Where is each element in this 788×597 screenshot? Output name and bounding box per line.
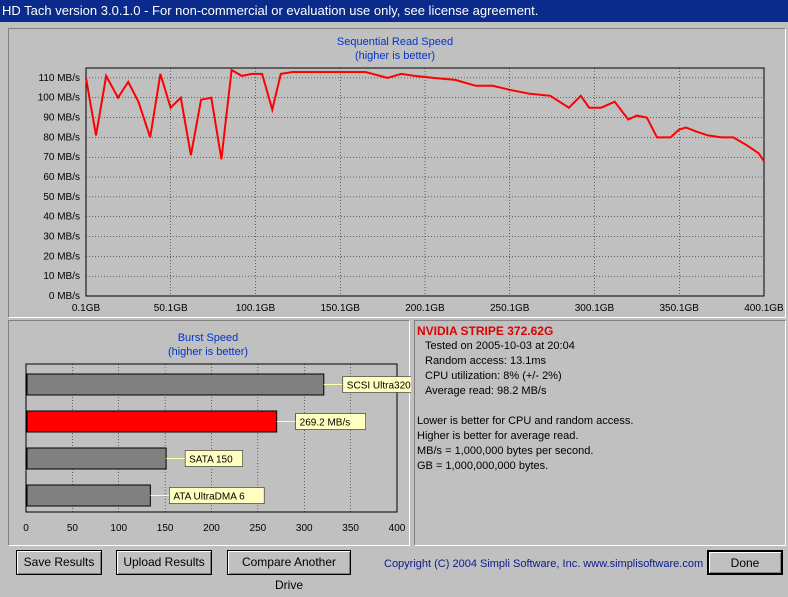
burst-label-box (295, 413, 366, 430)
note-lower-better: Lower is better for CPU and random acces… (417, 415, 634, 427)
x-tick-label: 100.1GB (236, 303, 276, 314)
x-tick-label: 250.1GB (490, 303, 530, 314)
random-access: Random access: 13.1ms (425, 355, 547, 367)
burst-x-tick-label: 200 (203, 523, 220, 534)
y-tick-label: 90 MB/s (43, 113, 80, 124)
burst-bar-label: ATA UltraDMA 6 (173, 492, 245, 503)
burst-x-tick-label: 50 (67, 523, 79, 534)
note-gb-definition: GB = 1,000,000,000 bytes. (417, 460, 549, 472)
x-tick-label: 200.1GB (405, 303, 445, 314)
drive-name: NVIDIA STRIPE 372.62G (417, 324, 554, 338)
done-button[interactable]: Done (707, 550, 783, 575)
cpu-utilization: CPU utilization: 8% (+/- 2%) (425, 370, 562, 382)
burst-x-tick-label: 400 (389, 523, 406, 534)
sequential-chart-title: Sequential Read Speed (337, 36, 453, 48)
burst-label-box (169, 487, 265, 504)
burst-x-tick-label: 300 (296, 523, 313, 534)
note-higher-better: Higher is better for average read. (417, 430, 579, 442)
burst-bar (26, 484, 151, 507)
compare-another-drive-button[interactable]: Compare Another Drive (227, 550, 351, 592)
drive-info-panel: NVIDIA STRIPE 372.62G Tested on 2005-10-… (414, 320, 786, 546)
burst-x-tick-label: 350 (342, 523, 359, 534)
save-results-button[interactable]: Save Results (16, 550, 102, 575)
y-tick-label: 0 MB/s (49, 291, 80, 302)
y-tick-label: 30 MB/s (43, 232, 80, 243)
note-mbs-definition: MB/s = 1,000,000 bytes per second. (417, 445, 594, 457)
y-tick-label: 70 MB/s (43, 152, 80, 163)
burst-x-tick-label: 0 (23, 523, 29, 534)
x-tick-label: 350.1GB (660, 303, 700, 314)
y-tick-label: 110 MB/s (39, 73, 81, 84)
sequential-chart-subtitle: (higher is better) (355, 50, 435, 62)
tested-date: Tested on 2005-10-03 at 20:04 (425, 340, 575, 352)
burst-bar (26, 447, 167, 470)
burst-bar-label: 269.2 MB/s (300, 418, 351, 429)
burst-x-tick-label: 100 (110, 523, 127, 534)
x-tick-label: 0.1GB (72, 303, 101, 314)
sequential-read-chart: Sequential Read Speed (higher is better)… (38, 36, 784, 314)
burst-bar (26, 410, 278, 433)
burst-bar-label: SATA 150 (189, 455, 233, 466)
y-tick-label: 40 MB/s (43, 212, 80, 223)
average-read: Average read: 98.2 MB/s (425, 385, 547, 397)
burst-x-tick-label: 250 (250, 523, 267, 534)
burst-bar (26, 373, 325, 396)
upload-results-button[interactable]: Upload Results (116, 550, 212, 575)
window-title: HD Tach version 3.0.1.0 - For non-commer… (2, 3, 539, 18)
sequential-read-panel: Sequential Read Speed (higher is better)… (8, 28, 786, 318)
y-tick-label: 60 MB/s (43, 172, 80, 183)
burst-label-box (184, 450, 243, 467)
x-tick-label: 400.1GB (744, 303, 784, 314)
y-tick-label: 20 MB/s (43, 251, 80, 262)
burst-x-tick-label: 150 (157, 523, 174, 534)
x-tick-label: 300.1GB (575, 303, 615, 314)
read-speed-line (85, 68, 765, 162)
x-tick-label: 150.1GB (321, 303, 361, 314)
burst-label-box (342, 376, 411, 393)
x-tick-label: 50.1GB (154, 303, 188, 314)
copyright-text: Copyright (C) 2004 Simpli Software, Inc.… (384, 558, 704, 570)
burst-chart-title: Burst Speed (178, 332, 239, 344)
y-tick-label: 50 MB/s (43, 192, 80, 203)
y-tick-label: 80 MB/s (43, 132, 80, 143)
y-tick-label: 100 MB/s (38, 93, 80, 104)
burst-bar-label: SCSI Ultra320 (347, 381, 411, 392)
burst-speed-chart: Burst Speed (higher is better) 0 50 100 150… (23, 332, 411, 534)
title-bar: HD Tach version 3.0.1.0 - For non-commer… (0, 0, 788, 22)
y-tick-label: 10 MB/s (43, 271, 80, 282)
burst-speed-panel: Burst Speed (higher is better) 0 50 100 150… (8, 320, 411, 546)
burst-chart-subtitle: (higher is better) (168, 346, 248, 358)
